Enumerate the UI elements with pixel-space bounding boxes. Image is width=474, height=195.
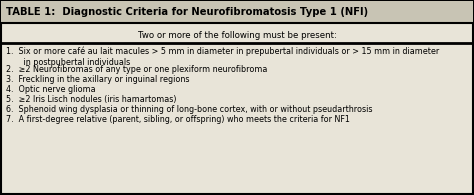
Text: 1.  Six or more café au lait macules > 5 mm in diameter in prepubertal individua: 1. Six or more café au lait macules > 5 …: [6, 47, 439, 67]
Text: 6.  Sphenoid wing dysplasia or thinning of long-bone cortex, with or without pse: 6. Sphenoid wing dysplasia or thinning o…: [6, 105, 373, 114]
Text: 2.  ≥2 Neurofibromas of any type or one plexiform neurofibroma: 2. ≥2 Neurofibromas of any type or one p…: [6, 65, 267, 74]
Text: 7.  A first-degree relative (parent, sibling, or offspring) who meets the criter: 7. A first-degree relative (parent, sibl…: [6, 115, 350, 124]
Text: 4.  Optic nerve glioma: 4. Optic nerve glioma: [6, 85, 96, 94]
Text: TABLE 1:  Diagnostic Criteria for Neurofibromatosis Type 1 (NFI): TABLE 1: Diagnostic Criteria for Neurofi…: [6, 7, 368, 17]
Bar: [1, 1, 473, 23]
Text: Two or more of the following must be present:: Two or more of the following must be pre…: [137, 32, 337, 41]
Text: 3.  Freckling in the axillary or inguinal regions: 3. Freckling in the axillary or inguinal…: [6, 75, 190, 84]
Text: 5.  ≥2 Iris Lisch nodules (iris hamartomas): 5. ≥2 Iris Lisch nodules (iris hamartoma…: [6, 95, 176, 104]
